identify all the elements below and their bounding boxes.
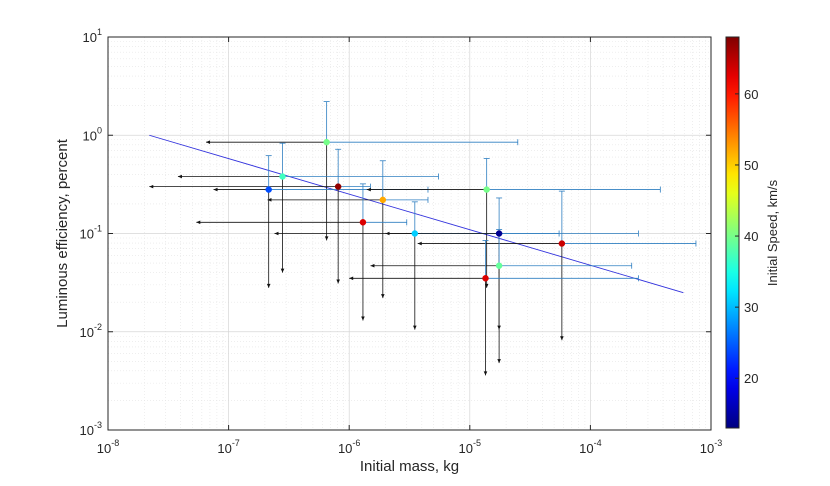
- y-tick-label: 100: [83, 125, 102, 143]
- x-tick-label: 10-3: [700, 438, 722, 456]
- x-axis-label: Initial mass, kg: [360, 458, 459, 475]
- x-arrow-head: [177, 174, 182, 179]
- axis-ticks: [107, 36, 712, 431]
- fit-line-group: [149, 134, 684, 294]
- x-tick-label: 10-7: [217, 438, 239, 456]
- data-point: [265, 186, 272, 193]
- data-points: [265, 138, 566, 282]
- colorbar-tick-label: 50: [744, 158, 758, 173]
- y-arrow-head: [497, 359, 501, 364]
- x-arrow-head: [196, 220, 201, 225]
- y-tick-labels: 10-3 10-2 10-1 100 101: [80, 27, 102, 438]
- colorbar: 20 30 40 50 60: [725, 36, 758, 429]
- y-arrow-head: [361, 316, 365, 321]
- data-point: [558, 240, 566, 247]
- data-point: [482, 275, 489, 282]
- x-tick-label: 10-4: [579, 438, 601, 456]
- data-point: [323, 138, 330, 146]
- x-arrow-head: [417, 241, 422, 246]
- colorbar-label: Initial Speed, km/s: [765, 179, 780, 286]
- x-tick-label: 10-8: [97, 438, 119, 456]
- error-bars: [149, 101, 697, 376]
- data-point: [279, 173, 286, 180]
- x-tick-label: 10-6: [338, 438, 360, 456]
- y-axis-label: Luminous efficiency, percent: [54, 138, 71, 328]
- data-point: [483, 186, 490, 193]
- x-tick-label: 10-5: [459, 438, 481, 456]
- colorbar-tick-label: 60: [744, 87, 758, 102]
- x-arrow-head: [206, 140, 211, 144]
- y-tick-label: 101: [83, 27, 102, 45]
- colorbar-tick-label: 40: [744, 229, 758, 244]
- y-arrow-head: [324, 236, 329, 241]
- minor-grid: [108, 37, 711, 430]
- x-arrow-head: [370, 263, 375, 268]
- fit-line: [149, 134, 684, 294]
- y-tick-label: 10-2: [80, 322, 102, 340]
- data-point: [334, 183, 342, 190]
- y-tick-label: 10-1: [80, 224, 102, 242]
- x-arrow-head: [149, 184, 154, 189]
- y-arrow-head: [413, 325, 417, 330]
- y-arrow-head: [381, 294, 385, 299]
- data-point: [359, 219, 367, 226]
- data-point: [411, 230, 419, 237]
- colorbar-bar: [725, 36, 740, 429]
- x-arrow-head: [385, 231, 390, 236]
- x-arrow-head: [366, 187, 371, 192]
- colorbar-tick-label: 30: [744, 300, 758, 315]
- x-arrow-head: [274, 231, 279, 236]
- y-arrow-head: [560, 336, 564, 341]
- data-point: [495, 262, 503, 269]
- y-arrow-head: [483, 371, 488, 376]
- y-arrow-head: [266, 283, 271, 288]
- x-arrow-head: [267, 198, 272, 202]
- x-arrow-head: [349, 276, 354, 281]
- colorbar-tick-label: 20: [744, 371, 758, 386]
- y-arrow-head: [336, 279, 340, 284]
- y-arrow-head: [280, 268, 285, 273]
- y-tick-label: 10-3: [80, 420, 102, 438]
- x-tick-labels: 10-8 10-7 10-6 10-5 10-4 10-3: [97, 438, 722, 456]
- data-point: [379, 196, 387, 204]
- data-point: [495, 230, 503, 237]
- x-arrow-head: [213, 187, 218, 192]
